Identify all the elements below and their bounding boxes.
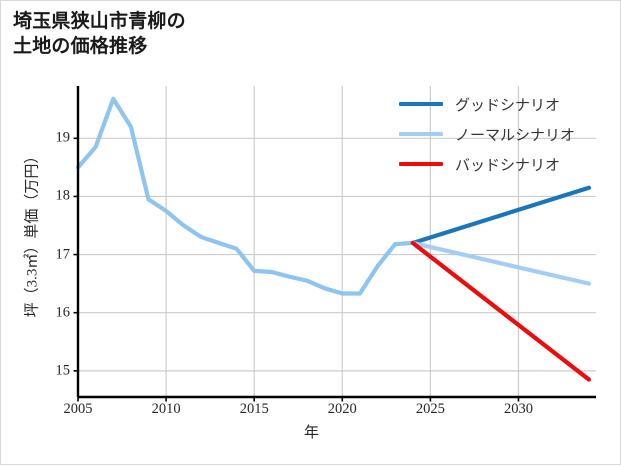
y-tick-label: 19 <box>55 129 71 146</box>
legend-label-bad: バッドシナリオ <box>455 156 561 174</box>
y-tick-label: 18 <box>55 187 71 204</box>
axis-ticks <box>73 137 520 402</box>
x-tick-label: 2030 <box>503 401 533 417</box>
x-axis-label: 年 <box>303 425 319 441</box>
y-axis-label: 坪（3.3㎡）単価（万円） <box>24 148 41 317</box>
legend-swatch-good <box>399 102 443 106</box>
x-tick-label: 2005 <box>63 401 93 417</box>
x-tick-label: 2010 <box>151 401 181 417</box>
gridlines <box>77 86 596 397</box>
legend-item-bad[interactable]: バッドシナリオ <box>399 149 575 179</box>
x-tick-label: 2015 <box>239 401 269 417</box>
legend-item-normal[interactable]: ノーマルシナリオ <box>399 119 575 149</box>
y-tick-label: 16 <box>55 304 71 321</box>
legend-item-good[interactable]: グッドシナリオ <box>399 89 575 119</box>
x-tick-label: 2025 <box>415 401 445 417</box>
x-tick-label: 2020 <box>327 401 357 417</box>
chart-legend: グッドシナリオ ノーマルシナリオ バッドシナリオ <box>399 89 575 179</box>
legend-label-normal: ノーマルシナリオ <box>455 126 576 144</box>
legend-swatch-normal <box>399 132 443 136</box>
y-tick-label: 15 <box>55 362 71 379</box>
page-title: 埼玉県狭山市青柳の 土地の価格推移 <box>13 11 186 58</box>
y-tick-label: 17 <box>55 246 71 263</box>
legend-swatch-bad <box>399 162 443 166</box>
legend-label-good: グッドシナリオ <box>455 96 561 114</box>
data-series <box>75 96 592 382</box>
